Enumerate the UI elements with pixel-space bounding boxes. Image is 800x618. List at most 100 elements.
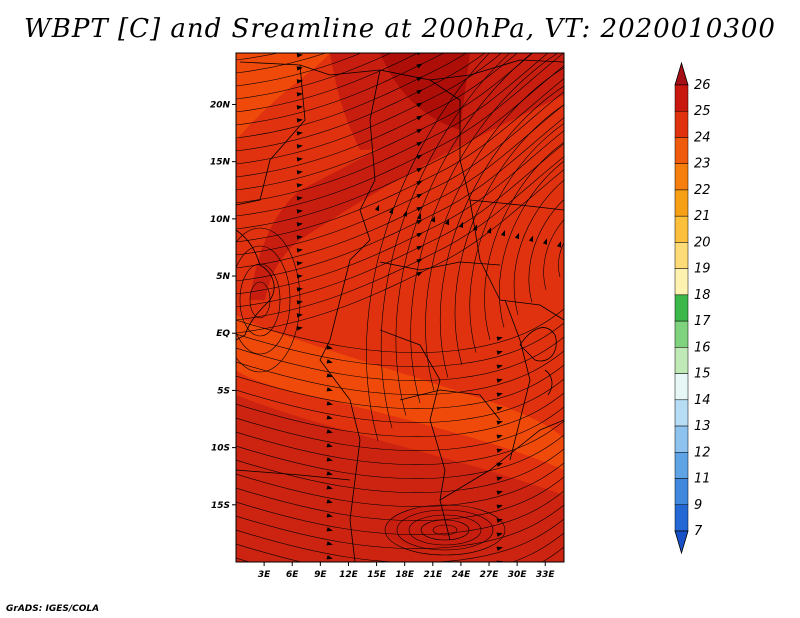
band-26-north bbox=[380, 53, 470, 130]
streamline-arrow bbox=[496, 378, 503, 383]
streamline bbox=[236, 392, 564, 437]
streamline bbox=[410, 53, 559, 404]
colorbar-box bbox=[674, 189, 689, 217]
streamline-arrow bbox=[496, 434, 503, 439]
lat-tick-label: 20N bbox=[210, 100, 231, 110]
streamline-arrow bbox=[416, 10, 423, 17]
lon-tick-label: 9E bbox=[314, 570, 327, 580]
streamline bbox=[236, 350, 564, 395]
streamline bbox=[236, 434, 564, 479]
colorbar-label: 20 bbox=[694, 235, 711, 250]
streamline-arrow bbox=[416, 53, 423, 56]
streamline-arrow bbox=[296, 170, 303, 175]
streamline bbox=[236, 364, 564, 409]
streamline bbox=[454, 104, 564, 366]
streamline bbox=[236, 504, 564, 549]
streamline-arrow bbox=[500, 229, 506, 237]
colorbar-label: 9 bbox=[694, 498, 702, 513]
streamline bbox=[236, 546, 564, 562]
streamline bbox=[543, 219, 564, 290]
streamline bbox=[236, 53, 362, 87]
streamline-arrow bbox=[326, 471, 333, 476]
streamline-arrow bbox=[296, 144, 303, 149]
streamline-arrow bbox=[296, 248, 303, 253]
lon-tick-label: 30E bbox=[508, 570, 528, 580]
streamline bbox=[236, 143, 564, 308]
streamline bbox=[236, 420, 564, 465]
streamline-arrow bbox=[326, 415, 333, 420]
colorbar-label: 18 bbox=[694, 288, 711, 303]
colorbar-label: 13 bbox=[694, 419, 711, 434]
colorbar-label: 17 bbox=[694, 314, 711, 329]
band-25-jet bbox=[250, 55, 564, 300]
streamline bbox=[236, 490, 564, 535]
colorbar-box bbox=[674, 268, 689, 296]
streamline-arrow bbox=[326, 513, 333, 518]
streamline-arrow bbox=[296, 157, 303, 162]
colorbar-box bbox=[674, 163, 689, 191]
streamline bbox=[236, 53, 327, 74]
streamline bbox=[236, 53, 467, 139]
lon-tick-label: 18E bbox=[395, 570, 415, 580]
streamline-arrow bbox=[326, 541, 333, 546]
colorbar-box bbox=[674, 242, 689, 269]
lon-tick-label: 33E bbox=[536, 570, 556, 580]
streamline-loop bbox=[236, 227, 301, 373]
band-23-central bbox=[236, 315, 564, 470]
streamline-arrow bbox=[374, 204, 380, 212]
streamline-loop bbox=[396, 509, 494, 551]
streamline-arrow bbox=[496, 546, 503, 551]
streamline bbox=[236, 336, 564, 381]
streamline-arrow bbox=[326, 359, 333, 364]
streamline bbox=[236, 378, 564, 423]
lat-tick-label: 15S bbox=[211, 501, 230, 511]
streamline-arrow bbox=[327, 583, 334, 589]
streamline-arrow bbox=[416, 63, 423, 69]
colorbar-box bbox=[674, 425, 689, 453]
streamline-arrow bbox=[416, 206, 423, 212]
streamline bbox=[236, 53, 564, 217]
colorbar-box bbox=[674, 399, 689, 427]
streamline-arrow bbox=[326, 401, 333, 406]
streamline-loop bbox=[236, 245, 291, 355]
lat-tick-label: 10N bbox=[210, 215, 231, 225]
streamline bbox=[236, 532, 564, 562]
streamline bbox=[236, 462, 564, 507]
chart-title: WBPT [C] and Sreamline at 200hPa, VT: 20… bbox=[24, 14, 776, 44]
colorbar: 26 25 24 23 22 21 20 19 18 17 16 15 14 13 12 11 9 7 bbox=[674, 61, 711, 555]
streamline-arrow bbox=[296, 209, 303, 214]
streamline bbox=[439, 85, 564, 378]
streamline-arrow bbox=[416, 232, 423, 238]
streamline-arrow bbox=[542, 238, 548, 245]
streamline bbox=[236, 448, 564, 493]
colorbar-arrow-bottom bbox=[674, 530, 689, 555]
streamline-arrow bbox=[296, 53, 303, 58]
streamline bbox=[236, 406, 564, 451]
streamline-arrow bbox=[296, 118, 303, 123]
lat-tick-label: 5N bbox=[216, 272, 230, 282]
streamline-arrow bbox=[496, 406, 503, 411]
streamline-arrow bbox=[514, 232, 520, 240]
streamline-arrow bbox=[296, 105, 303, 110]
streamline bbox=[236, 322, 564, 367]
streamline-arrow bbox=[416, 102, 423, 108]
streamline bbox=[236, 53, 392, 100]
streamline-arrow bbox=[296, 261, 303, 266]
colorbar-label: 11 bbox=[694, 472, 711, 487]
streamline-arrow bbox=[296, 326, 303, 331]
streamline-arrow bbox=[416, 36, 423, 43]
colorbar-label: 25 bbox=[694, 104, 711, 119]
colorbar-box bbox=[674, 110, 689, 138]
grads-credit: GrADS: IGES/COLA bbox=[6, 604, 100, 614]
lat-tick-label: 15N bbox=[210, 158, 231, 168]
colorbar-box bbox=[674, 347, 689, 374]
streamline-arrow bbox=[496, 518, 503, 523]
lon-tick-label: 12E bbox=[339, 570, 359, 580]
streamline bbox=[236, 53, 419, 113]
streamline-arrow bbox=[326, 387, 333, 392]
streamline bbox=[236, 518, 564, 562]
streamline bbox=[236, 53, 534, 191]
streamline-arrow bbox=[496, 420, 503, 425]
colorbar-label: 21 bbox=[694, 209, 711, 224]
lon-tick-label: 6E bbox=[286, 570, 299, 580]
